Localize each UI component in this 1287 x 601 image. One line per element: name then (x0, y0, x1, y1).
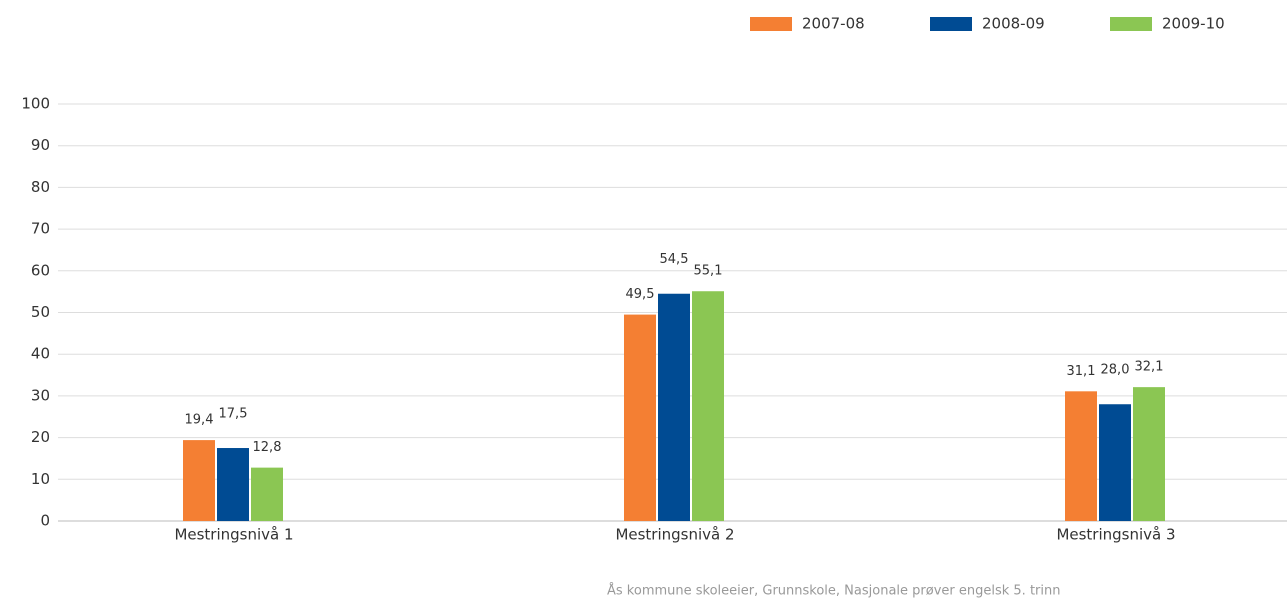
legend-swatch (930, 17, 972, 31)
y-tick-label: 100 (21, 95, 50, 113)
y-tick-label: 10 (31, 470, 50, 488)
y-tick-label: 80 (31, 178, 50, 196)
bar (217, 448, 249, 521)
bar (1133, 387, 1165, 521)
y-tick-label: 90 (31, 136, 50, 154)
value-label: 12,8 (253, 440, 282, 455)
value-label: 55,1 (694, 264, 723, 279)
bar (624, 314, 656, 521)
x-tick-label: Mestringsnivå 3 (1056, 526, 1175, 544)
y-tick-label: 40 (31, 345, 50, 363)
y-tick-label: 0 (40, 512, 50, 530)
bar (251, 467, 283, 521)
value-label: 31,1 (1067, 364, 1096, 379)
bar (692, 291, 724, 521)
legend-label: 2009-10 (1162, 15, 1225, 33)
legend-label: 2008-09 (982, 15, 1045, 33)
bar (658, 293, 690, 521)
y-tick-label: 30 (31, 386, 50, 404)
bar (1065, 391, 1097, 521)
bar (1099, 404, 1131, 521)
legend-swatch (750, 17, 792, 31)
value-label: 54,5 (660, 252, 689, 267)
value-label: 28,0 (1101, 363, 1130, 378)
y-tick-label: 20 (31, 428, 50, 446)
y-tick-label: 50 (31, 303, 50, 321)
legend-swatch (1110, 17, 1152, 31)
value-label: 17,5 (219, 407, 248, 422)
x-tick-label: Mestringsnivå 1 (174, 526, 293, 544)
source-note: Ås kommune skoleeier, Grunnskole, Nasjon… (607, 583, 1060, 599)
y-tick-label: 70 (31, 220, 50, 238)
y-tick-label: 60 (31, 261, 50, 279)
legend-label: 2007-08 (802, 15, 865, 33)
x-tick-label: Mestringsnivå 2 (615, 526, 734, 544)
value-label: 32,1 (1135, 360, 1164, 375)
value-label: 49,5 (626, 287, 655, 302)
value-label: 19,4 (185, 413, 214, 428)
bar (183, 440, 215, 521)
